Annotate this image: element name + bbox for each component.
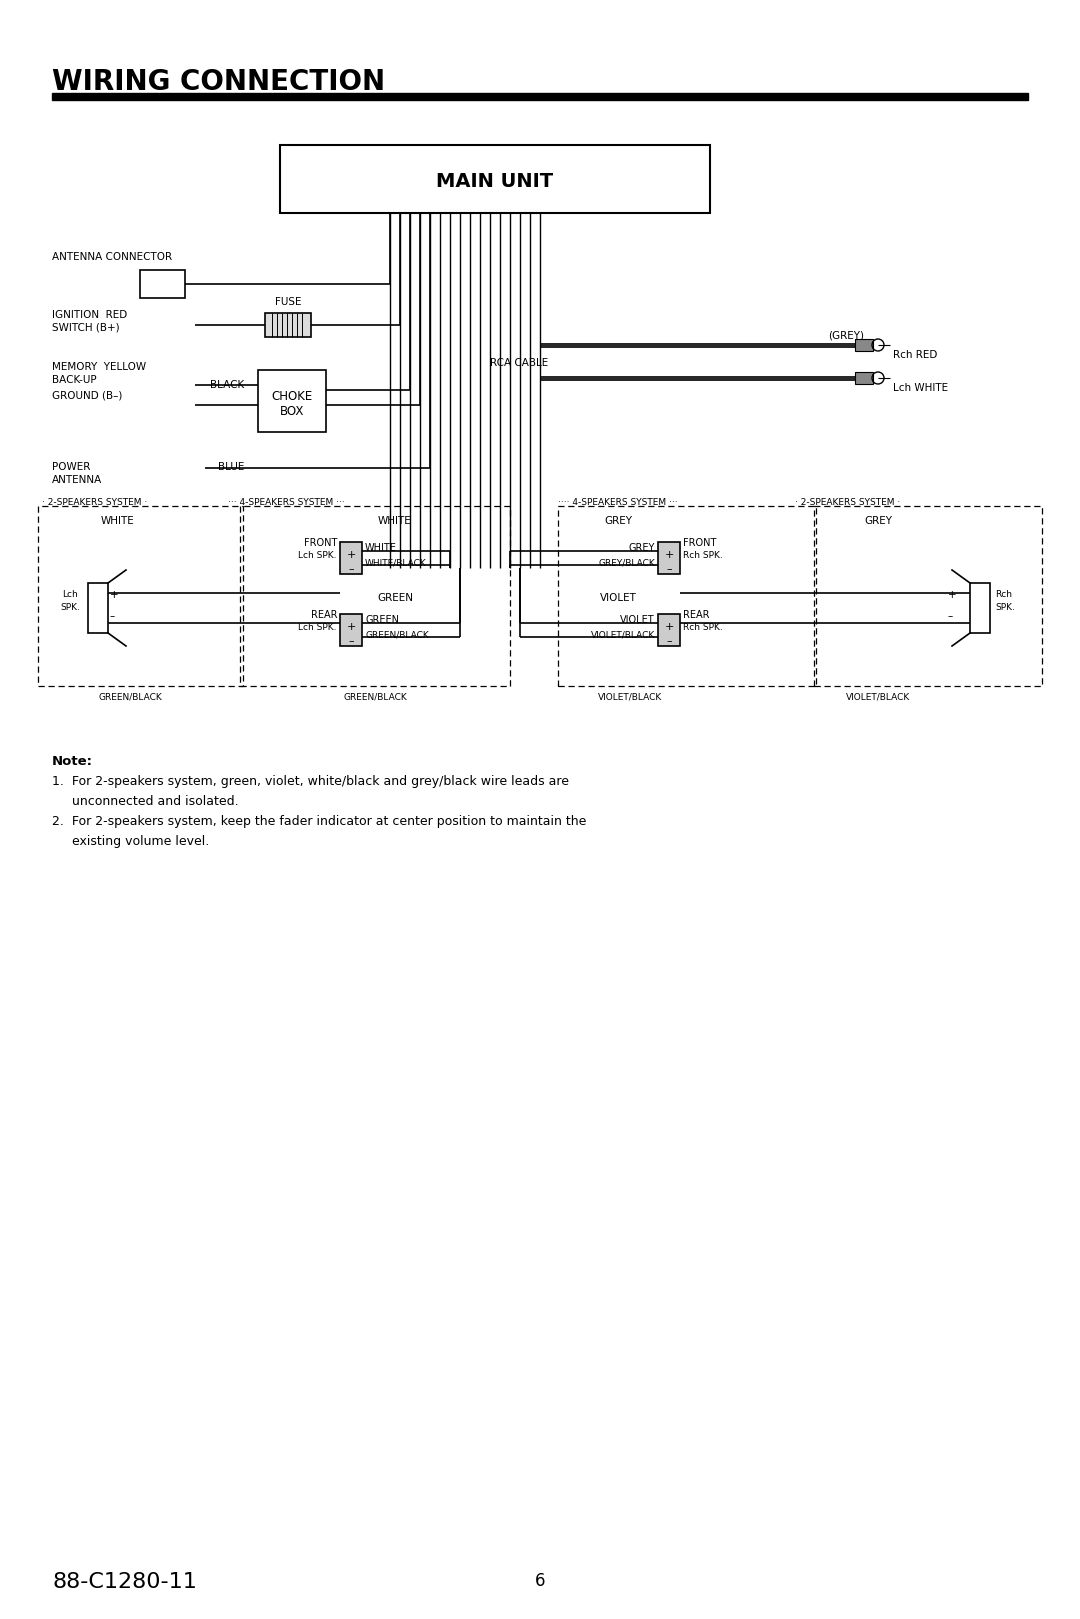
Text: ··· 4-SPEAKERS SYSTEM ···: ··· 4-SPEAKERS SYSTEM ··· xyxy=(228,499,345,507)
Text: FRONT: FRONT xyxy=(683,538,716,547)
Text: GREY: GREY xyxy=(864,516,892,526)
Bar xyxy=(814,507,1042,686)
Bar xyxy=(340,614,362,646)
Text: +: + xyxy=(664,550,674,560)
Bar xyxy=(658,542,680,575)
Bar xyxy=(855,338,873,351)
Text: GREEN: GREEN xyxy=(377,593,413,602)
Text: SPK.: SPK. xyxy=(995,602,1015,612)
Bar xyxy=(140,270,185,298)
Text: 1.  For 2-speakers system, green, violet, white/black and grey/black wire leads : 1. For 2-speakers system, green, violet,… xyxy=(52,776,569,788)
Bar xyxy=(970,583,990,633)
Text: VIOLET/BLACK: VIOLET/BLACK xyxy=(598,693,662,703)
Bar xyxy=(87,583,108,633)
Text: –: – xyxy=(948,610,954,622)
Text: WHITE: WHITE xyxy=(102,516,135,526)
Text: BOX: BOX xyxy=(280,405,305,418)
Text: GREEN: GREEN xyxy=(365,615,399,625)
Text: 6: 6 xyxy=(535,1572,545,1590)
Text: +: + xyxy=(948,589,957,601)
Text: Rch SPK.: Rch SPK. xyxy=(683,550,723,560)
Text: (GREY): (GREY) xyxy=(828,330,864,340)
Text: ANTENNA CONNECTOR: ANTENNA CONNECTOR xyxy=(52,253,172,262)
Text: WHITE/BLACK: WHITE/BLACK xyxy=(365,559,427,567)
Bar xyxy=(258,371,326,432)
Text: GREY: GREY xyxy=(629,542,654,554)
Text: MAIN UNIT: MAIN UNIT xyxy=(436,172,554,191)
Text: ANTENNA: ANTENNA xyxy=(52,474,103,486)
Text: GREY: GREY xyxy=(604,516,632,526)
Text: RCA CABLE: RCA CABLE xyxy=(490,358,549,368)
Text: BACK-UP: BACK-UP xyxy=(52,376,96,385)
Text: FUSE: FUSE xyxy=(274,296,301,308)
Text: 88-C1280-11: 88-C1280-11 xyxy=(52,1572,197,1591)
Text: +: + xyxy=(110,589,119,601)
Bar xyxy=(52,92,1028,100)
Text: 2.  For 2-speakers system, keep the fader indicator at center position to mainta: 2. For 2-speakers system, keep the fader… xyxy=(52,814,586,827)
Bar xyxy=(240,507,510,686)
Text: VIOLET: VIOLET xyxy=(599,593,636,602)
Text: Rch SPK.: Rch SPK. xyxy=(683,623,723,631)
Text: FRONT: FRONT xyxy=(303,538,337,547)
Text: –: – xyxy=(666,563,672,575)
Text: Rch RED: Rch RED xyxy=(893,350,937,359)
Text: · 2-SPEAKERS SYSTEM ·: · 2-SPEAKERS SYSTEM · xyxy=(795,499,901,507)
Text: · 2-SPEAKERS SYSTEM ·: · 2-SPEAKERS SYSTEM · xyxy=(42,499,147,507)
Bar xyxy=(658,614,680,646)
Bar xyxy=(855,372,873,384)
Text: WHITE: WHITE xyxy=(378,516,411,526)
Text: –: – xyxy=(110,610,116,622)
Bar xyxy=(265,312,311,337)
Text: GREY/BLACK: GREY/BLACK xyxy=(598,559,654,567)
Text: VIOLET: VIOLET xyxy=(620,615,654,625)
Bar xyxy=(558,507,816,686)
Text: BLACK: BLACK xyxy=(210,380,244,390)
Text: VIOLET/BLACK: VIOLET/BLACK xyxy=(846,693,910,703)
Text: VIOLET/BLACK: VIOLET/BLACK xyxy=(591,630,654,640)
Text: ···· 4-SPEAKERS SYSTEM ···: ···· 4-SPEAKERS SYSTEM ··· xyxy=(558,499,677,507)
Text: existing volume level.: existing volume level. xyxy=(52,835,210,848)
Text: Lch WHITE: Lch WHITE xyxy=(893,384,948,393)
Text: unconnected and isolated.: unconnected and isolated. xyxy=(52,795,239,808)
Text: GROUND (B–): GROUND (B–) xyxy=(52,390,122,400)
Text: –: – xyxy=(666,636,672,646)
Text: Rch: Rch xyxy=(995,589,1012,599)
Text: +: + xyxy=(347,550,355,560)
Text: CHOKE: CHOKE xyxy=(271,390,312,403)
Bar xyxy=(38,507,243,686)
Bar xyxy=(340,542,362,575)
Text: REAR: REAR xyxy=(311,610,337,620)
Text: Lch: Lch xyxy=(63,589,78,599)
Text: MEMORY  YELLOW: MEMORY YELLOW xyxy=(52,363,146,372)
Text: BLUE: BLUE xyxy=(218,461,244,473)
Text: GREEN/BLACK: GREEN/BLACK xyxy=(365,630,429,640)
Text: Lch SPK.: Lch SPK. xyxy=(298,550,337,560)
Text: GREEN/BLACK: GREEN/BLACK xyxy=(98,693,162,703)
Text: WIRING CONNECTION: WIRING CONNECTION xyxy=(52,68,386,96)
Text: –: – xyxy=(348,636,354,646)
Text: +: + xyxy=(664,622,674,631)
Text: IGNITION  RED: IGNITION RED xyxy=(52,309,127,321)
Bar xyxy=(280,146,710,214)
Text: –: – xyxy=(348,563,354,575)
Text: REAR: REAR xyxy=(683,610,710,620)
Text: WHITE: WHITE xyxy=(365,542,396,554)
Text: Lch SPK.: Lch SPK. xyxy=(298,623,337,631)
Text: SPK.: SPK. xyxy=(60,602,80,612)
Text: POWER: POWER xyxy=(52,461,91,473)
Text: GREEN/BLACK: GREEN/BLACK xyxy=(343,693,407,703)
Text: SWITCH (B+): SWITCH (B+) xyxy=(52,324,120,334)
Text: Note:: Note: xyxy=(52,754,93,767)
Text: +: + xyxy=(347,622,355,631)
